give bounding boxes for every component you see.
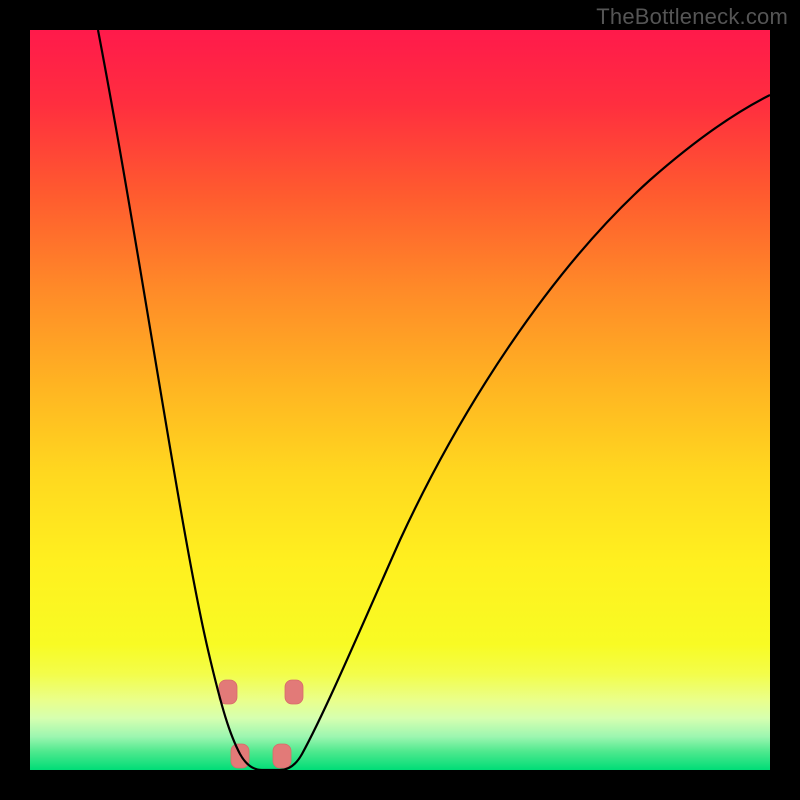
chart-frame: TheBottleneck.com — [0, 0, 800, 800]
curve-marker — [273, 744, 291, 768]
gradient-background — [30, 30, 770, 770]
plot-area — [30, 30, 770, 770]
curve-marker — [285, 680, 303, 704]
plot-svg — [30, 30, 770, 770]
watermark-text: TheBottleneck.com — [596, 4, 788, 30]
